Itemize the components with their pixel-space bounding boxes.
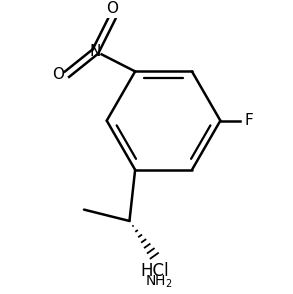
Text: HCl: HCl <box>141 262 169 280</box>
Text: N: N <box>90 44 101 59</box>
Text: F: F <box>244 113 253 128</box>
Text: O: O <box>106 1 118 16</box>
Text: NH$_2$: NH$_2$ <box>145 273 173 290</box>
Text: O: O <box>52 67 64 82</box>
